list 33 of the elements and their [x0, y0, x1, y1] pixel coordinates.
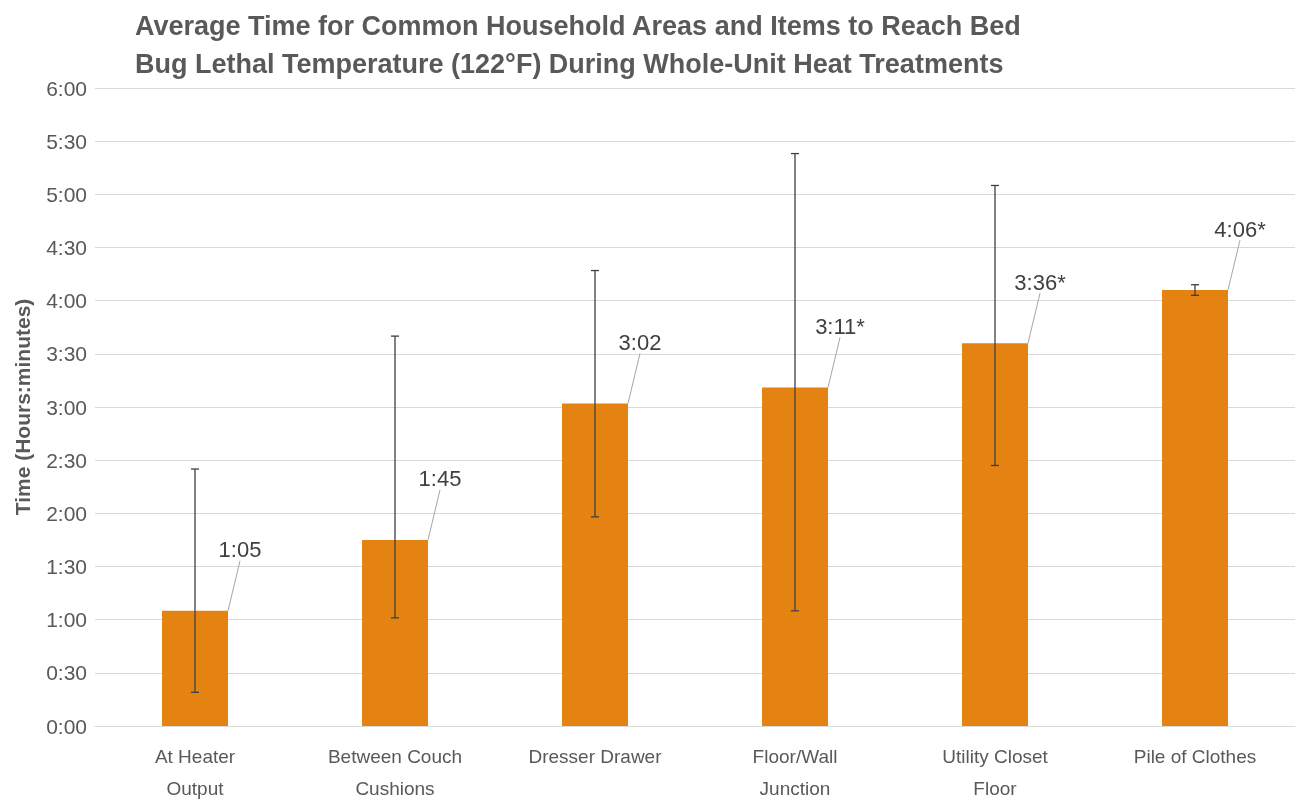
bar	[1162, 290, 1228, 726]
data-label: 3:11*	[815, 314, 866, 340]
y-tick-label: 1:30	[46, 555, 87, 578]
y-tick-label: 2:00	[46, 501, 87, 525]
y-tick-label: 4:30	[46, 236, 87, 259]
y-tick-label: 1:00	[46, 608, 87, 632]
data-label: 1:05	[218, 537, 262, 563]
bar	[962, 343, 1028, 726]
x-tick-label: Between Couch Cushions	[327, 745, 463, 799]
data-label: 1:45	[418, 466, 462, 492]
bar	[562, 403, 628, 726]
bar	[762, 387, 828, 726]
x-tick-label: Utility Closet Floor	[942, 745, 1049, 799]
y-tick-label: 5:30	[46, 129, 87, 153]
x-tick-label: Floor/Wall Junction	[752, 745, 838, 799]
x-tick-label: At Heater Output	[154, 745, 236, 799]
data-label: 3:36*	[1014, 269, 1067, 295]
chart-title: Average Time for Common Household Areas and Items to Reach Bed Bug Lethal Temperature (122°F) During Whole-Unit Heat Treatments	[135, 11, 1021, 79]
y-tick-label: 0:30	[46, 661, 87, 685]
y-axis-title: Time (Hours:minutes)	[11, 298, 34, 516]
x-tick-label: Dresser Drawer	[528, 745, 663, 767]
y-tick-label: 5:00	[46, 182, 87, 206]
y-tick-label: 2:30	[46, 448, 87, 472]
bar	[362, 539, 428, 726]
y-tick-label: 4:00	[46, 289, 87, 313]
y-tick-label: 0:00	[46, 714, 87, 738]
data-label: 3:02	[618, 329, 662, 355]
y-tick-label: 3:30	[46, 342, 87, 366]
data-label: 4:06*	[1214, 216, 1267, 242]
y-tick-label: 3:00	[46, 395, 87, 419]
y-tick-label: 6:00	[46, 76, 87, 100]
bar	[162, 610, 228, 726]
x-tick-label: Pile of Clothes	[1133, 745, 1257, 767]
